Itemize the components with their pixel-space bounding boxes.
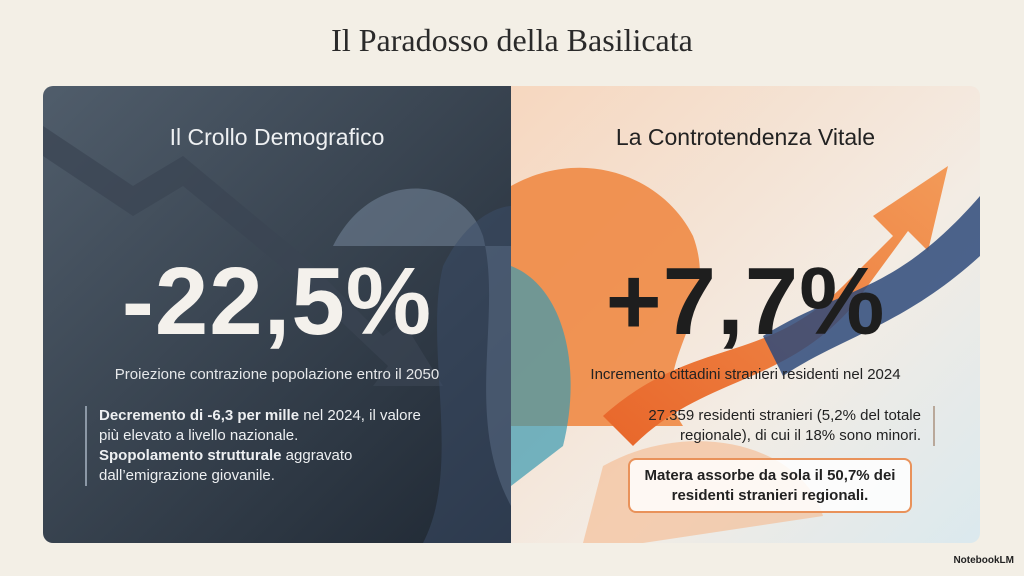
point-bold: Spopolamento strutturale: [99, 447, 282, 464]
left-stat: -22,5%: [121, 248, 433, 355]
right-stat: +7,7%: [605, 248, 886, 355]
point: Decremento di -6,3 per mille nel 2024, i…: [99, 406, 429, 446]
title: Il Paradosso della Basilicata: [331, 22, 693, 58]
right-heading: La Controtendenza Vitale: [615, 124, 876, 150]
card: Il Crollo Demografico -22,5% Proiezione …: [43, 86, 980, 543]
brand: NotebookLM: [953, 555, 1014, 566]
left-heading: Il Crollo Demografico: [169, 124, 385, 150]
callout: Matera assorbe da sola il 50,7% dei resi…: [628, 458, 912, 513]
right-body: 27.359 residenti stranieri (5,2% del tot…: [591, 406, 935, 446]
point-text: nel 2024, il valore più elevato a livell…: [99, 407, 421, 444]
point-text: aggravato dall’emigrazione giovanile.: [99, 447, 353, 484]
right-caption: Incremento cittadini stranieri residenti…: [590, 366, 901, 383]
left-caption: Proiezione contrazione popolazione entro…: [114, 366, 440, 383]
point: Spopolamento strutturale aggravato dall’…: [99, 446, 429, 486]
left-points: Decremento di -6,3 per mille nel 2024, i…: [85, 406, 429, 486]
point-bold: Decremento di -6,3 per mille: [99, 407, 300, 424]
